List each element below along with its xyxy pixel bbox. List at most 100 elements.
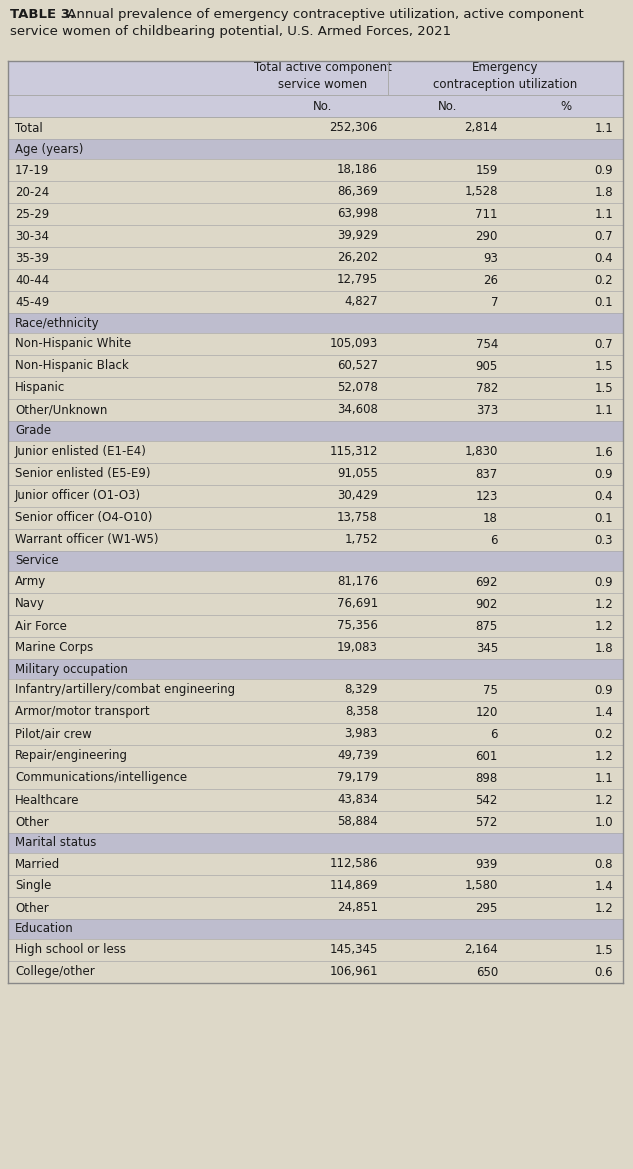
Text: 0.6: 0.6	[594, 966, 613, 978]
Text: Single: Single	[15, 879, 51, 892]
Text: 4,827: 4,827	[344, 296, 378, 309]
Bar	[8, 637, 623, 659]
Text: 939: 939	[475, 858, 498, 871]
Text: 1.5: 1.5	[594, 381, 613, 394]
Bar	[8, 897, 623, 919]
Bar	[8, 485, 623, 507]
Text: 1.2: 1.2	[594, 597, 613, 610]
Bar	[8, 593, 623, 615]
Bar	[8, 659, 623, 679]
Text: 373: 373	[476, 403, 498, 416]
Text: Junior enlisted (E1-E4): Junior enlisted (E1-E4)	[15, 445, 147, 458]
Bar	[8, 570, 623, 593]
Text: Marine Corps: Marine Corps	[15, 642, 93, 655]
Bar	[8, 722, 623, 745]
Text: 0.2: 0.2	[594, 727, 613, 740]
Bar	[8, 811, 623, 833]
Text: Army: Army	[15, 575, 46, 588]
Text: 8,358: 8,358	[345, 706, 378, 719]
Text: 2,814: 2,814	[465, 122, 498, 134]
Text: Non-Hispanic Black: Non-Hispanic Black	[15, 360, 128, 373]
Text: 24,851: 24,851	[337, 901, 378, 914]
Text: Healthcare: Healthcare	[15, 794, 80, 807]
Text: service women of childbearing potential, U.S. Armed Forces, 2021: service women of childbearing potential,…	[10, 25, 451, 39]
Text: 905: 905	[476, 360, 498, 373]
Text: 8,329: 8,329	[344, 684, 378, 697]
Text: 601: 601	[475, 749, 498, 762]
Text: 13,758: 13,758	[337, 512, 378, 525]
Bar	[8, 421, 623, 441]
Text: 650: 650	[476, 966, 498, 978]
Bar	[8, 530, 623, 551]
Text: No.: No.	[438, 99, 458, 112]
Bar	[8, 95, 623, 117]
Text: Grade: Grade	[15, 424, 51, 437]
Text: Repair/engineering: Repair/engineering	[15, 749, 128, 762]
Bar	[8, 551, 623, 570]
Text: 81,176: 81,176	[337, 575, 378, 588]
Text: 2,164: 2,164	[464, 943, 498, 956]
Text: Emergency
contraception utilization: Emergency contraception utilization	[434, 61, 578, 91]
Text: Warrant officer (W1-W5): Warrant officer (W1-W5)	[15, 533, 158, 546]
Text: 120: 120	[475, 706, 498, 719]
Text: 1.8: 1.8	[594, 642, 613, 655]
Bar	[8, 789, 623, 811]
Text: 17-19: 17-19	[15, 164, 49, 177]
Text: 159: 159	[475, 164, 498, 177]
Text: 1.1: 1.1	[594, 208, 613, 221]
Bar	[8, 139, 623, 159]
Text: 76,691: 76,691	[337, 597, 378, 610]
Text: 252,306: 252,306	[330, 122, 378, 134]
Text: Junior officer (O1-O3): Junior officer (O1-O3)	[15, 490, 141, 503]
Text: 0.3: 0.3	[594, 533, 613, 546]
Text: 1.0: 1.0	[594, 816, 613, 829]
Bar	[8, 939, 623, 961]
Text: 43,834: 43,834	[337, 794, 378, 807]
Text: 0.8: 0.8	[594, 858, 613, 871]
Text: 30-34: 30-34	[15, 229, 49, 242]
Text: Non-Hispanic White: Non-Hispanic White	[15, 338, 131, 351]
Text: 105,093: 105,093	[330, 338, 378, 351]
Text: 1,580: 1,580	[465, 879, 498, 892]
Bar	[8, 853, 623, 876]
Text: 39,929: 39,929	[337, 229, 378, 242]
Text: College/other: College/other	[15, 966, 95, 978]
Text: 295: 295	[475, 901, 498, 914]
Text: 34,608: 34,608	[337, 403, 378, 416]
Text: 123: 123	[475, 490, 498, 503]
Text: 145,345: 145,345	[330, 943, 378, 956]
Text: 18,186: 18,186	[337, 164, 378, 177]
Text: 837: 837	[476, 468, 498, 480]
Text: 1,752: 1,752	[344, 533, 378, 546]
Bar	[8, 463, 623, 485]
Text: Annual prevalence of emergency contraceptive utilization, active component: Annual prevalence of emergency contracep…	[63, 8, 584, 21]
Text: Other/Unknown: Other/Unknown	[15, 403, 108, 416]
Bar	[8, 507, 623, 530]
Text: 75,356: 75,356	[337, 620, 378, 632]
Text: 79,179: 79,179	[337, 772, 378, 784]
Text: Married: Married	[15, 858, 60, 871]
Text: 19,083: 19,083	[337, 642, 378, 655]
Bar	[8, 203, 623, 224]
Text: Other: Other	[15, 901, 49, 914]
Text: Senior enlisted (E5-E9): Senior enlisted (E5-E9)	[15, 468, 151, 480]
Bar	[8, 291, 623, 313]
Text: 542: 542	[475, 794, 498, 807]
Text: 290: 290	[475, 229, 498, 242]
Text: %: %	[560, 99, 571, 112]
Text: Other: Other	[15, 816, 49, 829]
Text: Pilot/air crew: Pilot/air crew	[15, 727, 92, 740]
Text: 49,739: 49,739	[337, 749, 378, 762]
Text: High school or less: High school or less	[15, 943, 126, 956]
Text: 60,527: 60,527	[337, 360, 378, 373]
Text: Hispanic: Hispanic	[15, 381, 65, 394]
Text: 1.4: 1.4	[594, 706, 613, 719]
Text: 898: 898	[476, 772, 498, 784]
Text: 58,884: 58,884	[337, 816, 378, 829]
Text: Race/ethnicity: Race/ethnicity	[15, 317, 99, 330]
Bar	[8, 919, 623, 939]
Bar	[8, 767, 623, 789]
Text: Military occupation: Military occupation	[15, 663, 128, 676]
Text: 754: 754	[475, 338, 498, 351]
Text: 1.2: 1.2	[594, 620, 613, 632]
